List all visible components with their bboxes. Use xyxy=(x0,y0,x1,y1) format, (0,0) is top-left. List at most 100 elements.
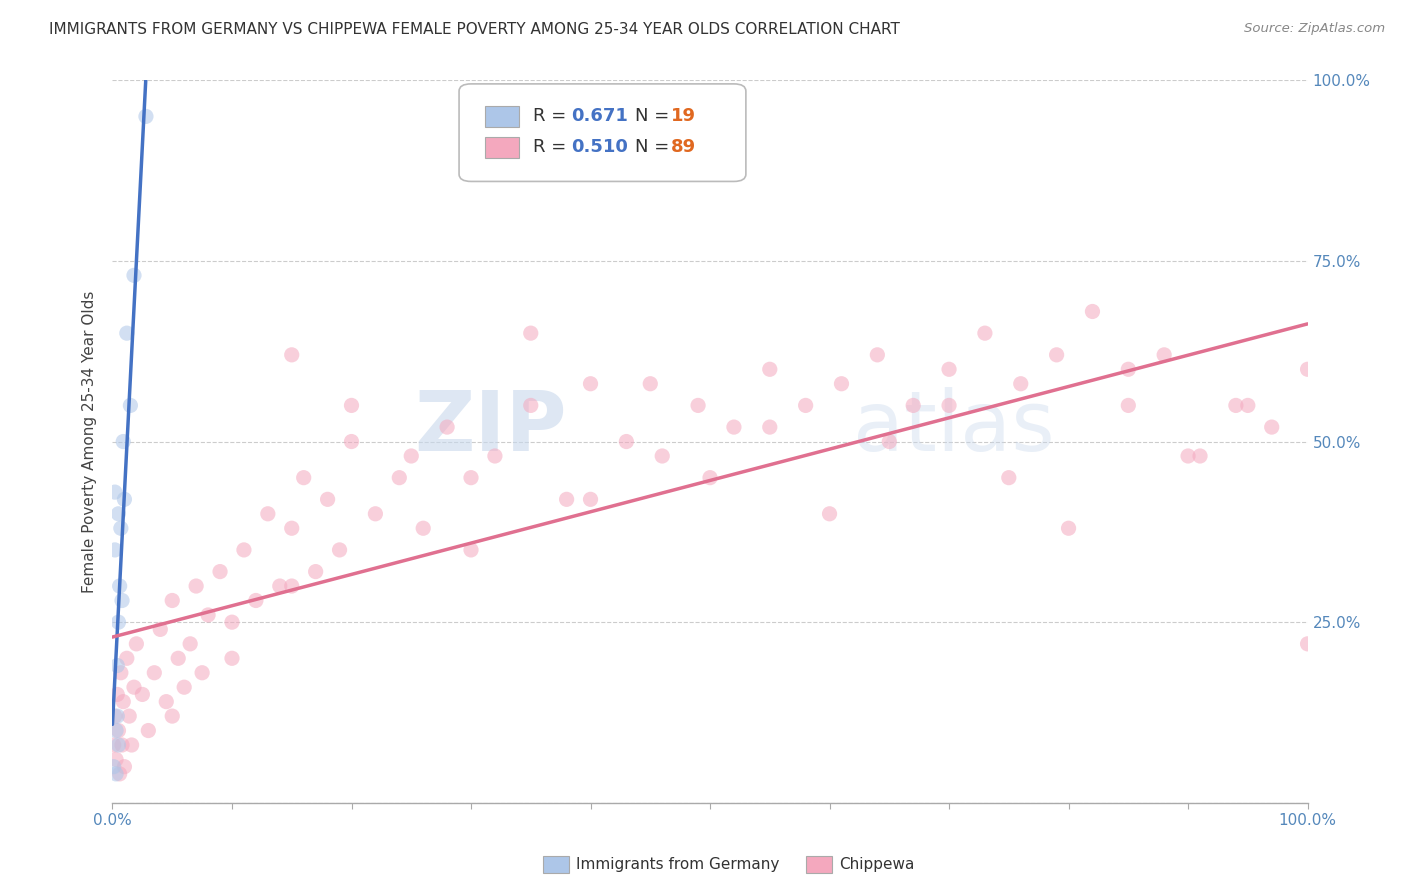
FancyBboxPatch shape xyxy=(485,137,519,158)
Point xyxy=(138,723,160,738)
Point xyxy=(1296,362,1319,376)
Point xyxy=(103,760,125,774)
Point xyxy=(233,542,256,557)
Point xyxy=(903,398,925,412)
FancyBboxPatch shape xyxy=(485,106,519,127)
Text: IMMIGRANTS FROM GERMANY VS CHIPPEWA FEMALE POVERTY AMONG 25-34 YEAR OLDS CORRELA: IMMIGRANTS FROM GERMANY VS CHIPPEWA FEMA… xyxy=(49,22,900,37)
Point xyxy=(114,492,135,507)
Point xyxy=(340,434,363,449)
FancyBboxPatch shape xyxy=(543,855,569,873)
Point xyxy=(1057,521,1080,535)
Point xyxy=(105,709,128,723)
Point xyxy=(209,565,232,579)
Point xyxy=(162,593,183,607)
Point xyxy=(401,449,423,463)
Point xyxy=(831,376,853,391)
Point xyxy=(108,579,131,593)
Point xyxy=(269,579,291,593)
Text: R =: R = xyxy=(533,138,572,156)
Point xyxy=(640,376,662,391)
Point xyxy=(938,398,960,412)
Text: 0.671: 0.671 xyxy=(571,107,628,126)
Text: 19: 19 xyxy=(671,107,696,126)
Point xyxy=(1261,420,1284,434)
Point xyxy=(149,623,172,637)
Y-axis label: Female Poverty Among 25-34 Year Olds: Female Poverty Among 25-34 Year Olds xyxy=(82,291,97,592)
Point xyxy=(998,470,1021,484)
Point xyxy=(191,665,214,680)
Point xyxy=(723,420,745,434)
Text: N =: N = xyxy=(634,138,675,156)
Text: N =: N = xyxy=(634,107,675,126)
Point xyxy=(121,738,143,752)
Point xyxy=(1296,637,1319,651)
Point xyxy=(105,752,128,766)
Point xyxy=(866,348,889,362)
Point xyxy=(281,348,304,362)
Point xyxy=(436,420,458,434)
Point xyxy=(1010,376,1032,391)
Point xyxy=(1177,449,1199,463)
Point xyxy=(115,651,138,665)
Point xyxy=(103,738,125,752)
Point xyxy=(520,326,543,340)
Point xyxy=(794,398,817,412)
Point xyxy=(1046,348,1069,362)
Text: ZIP: ZIP xyxy=(415,386,567,467)
Point xyxy=(329,542,352,557)
Text: 89: 89 xyxy=(671,138,696,156)
Point xyxy=(186,579,208,593)
Point xyxy=(111,738,134,752)
Point xyxy=(155,695,177,709)
Point xyxy=(818,507,841,521)
Point xyxy=(108,767,131,781)
Point xyxy=(110,521,132,535)
Point xyxy=(1118,398,1140,412)
Point xyxy=(105,723,128,738)
Point xyxy=(305,565,328,579)
Text: Source: ZipAtlas.com: Source: ZipAtlas.com xyxy=(1244,22,1385,36)
Point xyxy=(107,723,129,738)
Text: Chippewa: Chippewa xyxy=(839,856,914,871)
Point xyxy=(110,665,132,680)
Point xyxy=(879,434,901,449)
Point xyxy=(759,362,782,376)
Point xyxy=(281,579,304,593)
Point xyxy=(120,398,142,412)
Point xyxy=(340,398,363,412)
Text: atlas: atlas xyxy=(853,386,1054,467)
Point xyxy=(1225,398,1247,412)
Point xyxy=(167,651,190,665)
Point xyxy=(688,398,710,412)
Point xyxy=(257,507,280,521)
Point xyxy=(115,326,138,340)
Point xyxy=(1237,398,1260,412)
Point xyxy=(520,398,543,412)
Point xyxy=(105,687,128,701)
Point xyxy=(281,521,304,535)
Point xyxy=(460,470,482,484)
Point xyxy=(107,615,129,630)
Point xyxy=(104,485,127,500)
Point xyxy=(107,507,129,521)
Text: 0.510: 0.510 xyxy=(571,138,628,156)
Point xyxy=(579,492,602,507)
Point xyxy=(460,542,482,557)
Point xyxy=(105,767,128,781)
Point xyxy=(104,542,127,557)
Point xyxy=(699,470,721,484)
Point xyxy=(112,434,135,449)
Point xyxy=(173,680,195,694)
Point xyxy=(938,362,960,376)
Point xyxy=(1189,449,1212,463)
Point xyxy=(484,449,506,463)
Point xyxy=(111,593,134,607)
Point xyxy=(759,420,782,434)
Point xyxy=(118,709,141,723)
Point xyxy=(105,658,128,673)
Point xyxy=(316,492,339,507)
Point xyxy=(179,637,201,651)
Point xyxy=(651,449,673,463)
Point xyxy=(579,376,602,391)
Point xyxy=(1118,362,1140,376)
